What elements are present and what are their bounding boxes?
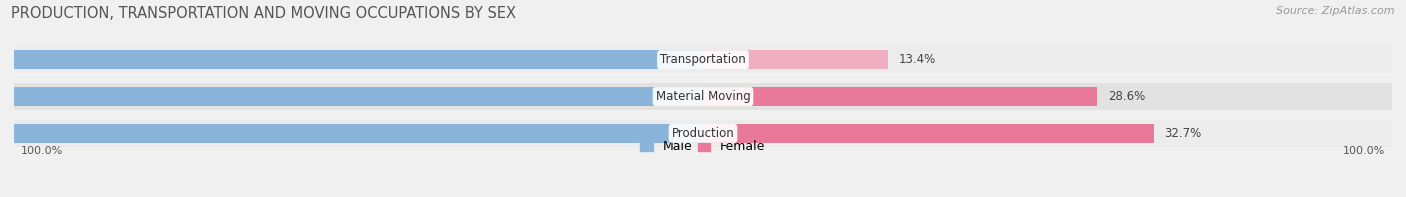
Bar: [0, 87, 703, 106]
Bar: [0, 124, 703, 143]
Text: Production: Production: [672, 127, 734, 140]
Text: 13.4%: 13.4%: [898, 53, 936, 66]
Text: Material Moving: Material Moving: [655, 90, 751, 103]
Legend: Male, Female: Male, Female: [641, 140, 765, 153]
Bar: [703, 124, 1153, 143]
Bar: [0, 50, 703, 69]
Text: 100.0%: 100.0%: [1343, 146, 1385, 156]
Text: Source: ZipAtlas.com: Source: ZipAtlas.com: [1277, 6, 1395, 16]
Text: 28.6%: 28.6%: [1108, 90, 1146, 103]
Text: 100.0%: 100.0%: [21, 146, 63, 156]
Bar: [14, 83, 1392, 110]
Bar: [703, 87, 1097, 106]
Bar: [14, 46, 1392, 73]
Text: 32.7%: 32.7%: [1164, 127, 1202, 140]
Text: Transportation: Transportation: [661, 53, 745, 66]
Bar: [14, 120, 1392, 147]
Bar: [703, 50, 887, 69]
Text: PRODUCTION, TRANSPORTATION AND MOVING OCCUPATIONS BY SEX: PRODUCTION, TRANSPORTATION AND MOVING OC…: [11, 6, 516, 21]
